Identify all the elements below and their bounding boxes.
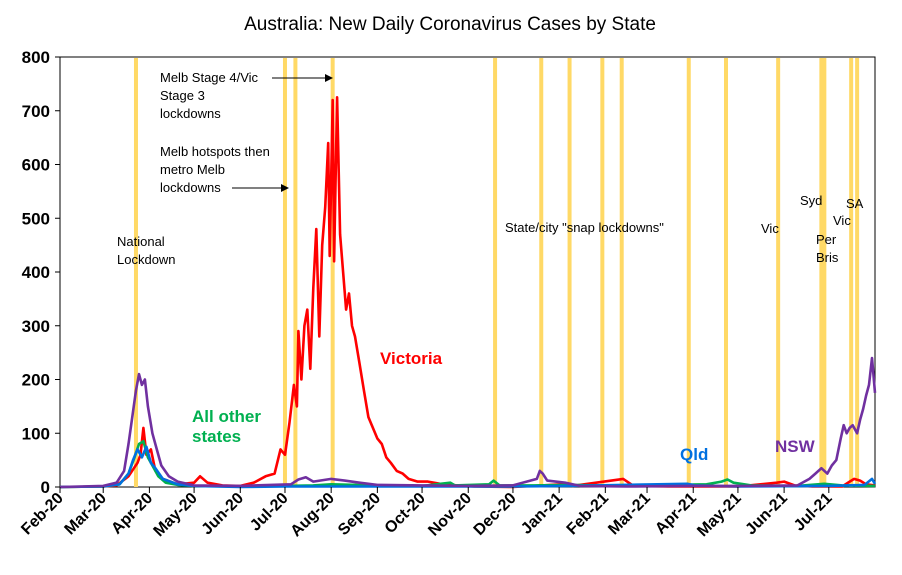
annotation-per-bris: Per Bris [816, 232, 839, 265]
series-line-victoria [59, 96, 876, 489]
series-label-line: All other [192, 407, 261, 426]
x-tick-label: Aug-20 [288, 490, 338, 540]
annotation-line: State/city "snap lockdowns" [505, 220, 664, 235]
annotation-line: Stage 3 [160, 88, 205, 103]
annotation-line: Vic [761, 221, 779, 236]
series-label-line: Victoria [380, 349, 443, 368]
x-tick-label: Mar-21 [605, 490, 654, 539]
x-tick-label: Dec-20 [471, 490, 520, 539]
series-label-other: All other states [192, 407, 261, 446]
axes: 0100200300400500600700800Feb-20Mar-20Apr… [18, 48, 835, 540]
series-line-nsw [59, 356, 877, 489]
annotation-line: metro Melb [160, 162, 225, 177]
annotations: National Lockdown Melb Stage 4/Vic Stage 3 l… [117, 70, 864, 267]
y-tick-label: 200 [22, 371, 50, 390]
x-tick-label: Jul-20 [247, 490, 292, 535]
annotation-syd: Syd [800, 193, 822, 208]
annotation-line: Per [816, 232, 837, 247]
annotation-line: Lockdown [117, 252, 176, 267]
annotation-national: National Lockdown [117, 234, 176, 267]
annotation-line: Vic [833, 213, 851, 228]
series-line-all-other-states [59, 439, 876, 489]
series-label-line: NSW [775, 437, 816, 456]
y-tick-label: 700 [22, 102, 50, 121]
x-tick-label: May-21 [694, 490, 744, 540]
y-tick-label: 0 [41, 478, 50, 497]
annotation-vic1: Vic [761, 221, 779, 236]
y-tick-label: 100 [22, 424, 50, 443]
lockdown-lines [133, 58, 860, 487]
annotation-sa: SA [846, 196, 864, 211]
y-tick-label: 300 [22, 317, 50, 336]
annotation-line: Bris [816, 250, 839, 265]
annotation-line: Melb Stage 4/Vic [160, 70, 259, 85]
annotation-line: lockdowns [160, 180, 221, 195]
annotation-line: National [117, 234, 165, 249]
annotation-line: SA [846, 196, 864, 211]
series-line-qld [59, 445, 877, 489]
series-labels: Victoria All other states Qld NSW [192, 349, 816, 464]
series-lines [59, 96, 877, 489]
x-tick-label: Jun-21 [742, 490, 791, 539]
plot-frame [59, 56, 876, 488]
annotation-melb-stage4: Melb Stage 4/Vic Stage 3 lockdowns [160, 70, 259, 121]
series-label-line: Qld [680, 445, 708, 464]
x-tick-label: Feb-20 [18, 490, 67, 539]
annotation-line: Syd [800, 193, 822, 208]
x-tick-label: May-20 [151, 490, 201, 540]
y-tick-label: 600 [22, 156, 50, 175]
y-tick-label: 400 [22, 263, 50, 282]
x-tick-label: Apr-20 [108, 490, 156, 538]
arrow-head [281, 184, 289, 192]
y-tick-label: 800 [22, 48, 50, 67]
x-tick-label: Mar-20 [62, 490, 111, 539]
series-label-qld: Qld [680, 445, 708, 464]
y-tick-label: 500 [22, 209, 50, 228]
chart-title: Australia: New Daily Coronavirus Cases b… [244, 14, 656, 35]
series-label-victoria: Victoria [380, 349, 443, 368]
x-tick-label: Sep-20 [335, 490, 384, 539]
x-tick-label: Apr-21 [652, 490, 700, 538]
series-label-line: states [192, 427, 241, 446]
x-tick-label: Jun-20 [199, 490, 248, 539]
x-tick-label: Jul-21 [791, 490, 836, 535]
x-tick-label: Jan-21 [518, 490, 566, 538]
series-label-nsw: NSW [775, 437, 816, 456]
arrow-head [325, 74, 333, 82]
annotation-melb-hotspots: Melb hotspots then metro Melb lockdowns [160, 144, 270, 195]
x-tick-label: Oct-20 [382, 490, 429, 537]
annotation-line: lockdowns [160, 106, 221, 121]
x-tick-label: Nov-20 [425, 490, 475, 540]
annotation-vic2: Vic [833, 213, 851, 228]
annotation-snap: State/city "snap lockdowns" [505, 220, 664, 235]
x-tick-label: Feb-21 [564, 490, 613, 539]
annotation-line: Melb hotspots then [160, 144, 270, 159]
